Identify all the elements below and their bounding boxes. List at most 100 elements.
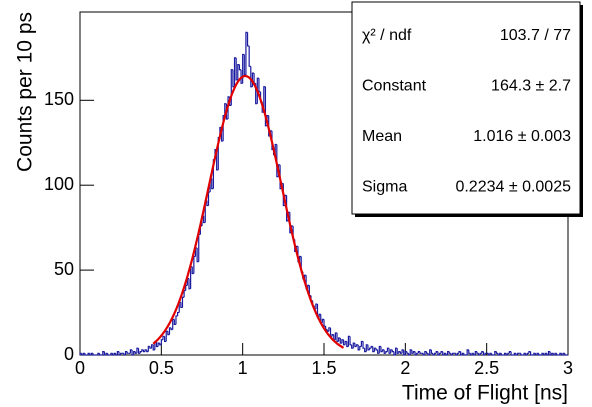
y-tick-label: 50 xyxy=(54,259,74,279)
histogram-bin xyxy=(170,327,173,331)
histogram-bin xyxy=(396,348,399,354)
histogram-bin xyxy=(246,32,250,47)
histogram-bin xyxy=(152,344,155,351)
histogram-bin xyxy=(495,351,499,354)
histogram-bin xyxy=(349,336,352,346)
histogram-bin xyxy=(238,64,242,71)
y-tick-label: 0 xyxy=(64,344,74,364)
histogram-bin xyxy=(516,352,520,355)
histogram-bin xyxy=(155,341,159,348)
histogram-bin xyxy=(468,349,471,354)
histogram-bin xyxy=(377,349,380,354)
histogram-bin xyxy=(107,353,110,356)
histogram-bin xyxy=(139,351,142,354)
histogram-bin xyxy=(198,233,201,262)
histogram-bin xyxy=(520,353,523,356)
histogram-bin xyxy=(315,303,318,310)
histogram-bin xyxy=(173,319,176,326)
histogram-bin xyxy=(336,332,339,343)
stats-panel xyxy=(351,1,581,215)
stat-value: 164.3 ± 2.7 xyxy=(491,78,571,95)
histogram-bin xyxy=(237,64,240,80)
histogram-bin xyxy=(564,353,567,356)
histogram-bin xyxy=(451,352,455,355)
histogram-bin xyxy=(84,353,87,356)
histogram-bin xyxy=(224,103,227,116)
histogram-bin xyxy=(146,349,149,353)
histogram-bin xyxy=(372,346,375,353)
histogram-bin xyxy=(430,349,433,354)
x-tick-label: 2 xyxy=(400,358,410,378)
histogram-bin xyxy=(484,352,487,355)
histogram-bin xyxy=(354,343,357,348)
histogram-bin xyxy=(434,352,437,355)
histogram-bin xyxy=(385,351,388,354)
histogram-bin xyxy=(159,343,162,346)
histogram-bin xyxy=(193,255,196,274)
histogram-bin xyxy=(367,344,370,351)
histogram-bin xyxy=(416,352,419,355)
histogram-bin xyxy=(98,353,102,356)
fit-curve xyxy=(152,74,345,349)
histogram-bin xyxy=(419,351,422,354)
histogram-bin xyxy=(137,348,141,354)
histogram-bin xyxy=(368,347,372,350)
histogram-bin xyxy=(380,346,383,353)
histogram-bin xyxy=(411,349,414,354)
histogram-bin xyxy=(529,351,533,356)
histogram-bin xyxy=(463,353,466,356)
histogram-bin xyxy=(149,346,152,349)
histogram-bin xyxy=(339,338,342,344)
histogram-bin xyxy=(362,341,365,349)
histogram-bin xyxy=(235,57,238,81)
histogram-bin xyxy=(276,144,279,178)
histogram-bin xyxy=(207,191,211,206)
histogram-bin xyxy=(383,349,386,354)
stat-value: 1.016 ± 0.003 xyxy=(473,128,571,145)
y-axis-title: Counts per 10 ps xyxy=(14,12,37,172)
histogram-bin xyxy=(538,353,541,356)
stat-name: Sigma xyxy=(362,179,407,196)
histogram-bin xyxy=(233,57,237,87)
histogram-bin xyxy=(177,311,180,316)
histogram-bin xyxy=(253,73,256,84)
histogram-bin xyxy=(183,289,186,298)
histogram-bin xyxy=(307,284,310,289)
x-tick-label: 1 xyxy=(238,358,248,378)
histogram-bin xyxy=(357,344,360,351)
stat-value: 0.2234 ± 0.0025 xyxy=(455,179,571,196)
histogram-bin xyxy=(325,326,328,331)
histogram-bin xyxy=(248,45,251,67)
histogram-bin xyxy=(359,345,362,350)
stat-value: 103.7 / 77 xyxy=(500,27,571,44)
histogram-bin xyxy=(134,351,137,354)
histogram-bin xyxy=(258,78,261,93)
histogram-bin xyxy=(438,352,442,355)
stat-name: Mean xyxy=(362,128,402,145)
histogram-bin xyxy=(160,339,163,345)
histogram-bin xyxy=(556,353,559,356)
histogram-bin xyxy=(142,349,146,353)
histogram-bin xyxy=(196,248,199,263)
histogram-bin xyxy=(250,66,253,88)
stat-name: Constant xyxy=(362,78,427,95)
histogram-bin xyxy=(364,348,367,353)
histogram-bin xyxy=(399,351,403,354)
x-tick-label: 2.5 xyxy=(474,358,499,378)
y-tick-label: 150 xyxy=(44,89,74,109)
histogram-bin xyxy=(351,344,354,349)
histogram-bin xyxy=(388,348,391,354)
histogram-bin xyxy=(323,319,326,327)
histogram-bin xyxy=(92,353,95,356)
histogram-bin xyxy=(500,353,503,356)
histogram-bin xyxy=(425,351,429,354)
x-axis-title: Time of Flight [ns] xyxy=(402,382,568,405)
x-tick-label: 1.5 xyxy=(311,358,336,378)
histogram-bin xyxy=(342,339,346,346)
histogram-bin xyxy=(479,352,482,355)
histogram-bin xyxy=(448,351,451,354)
histogram-bin xyxy=(507,352,510,355)
x-tick-label: 3 xyxy=(563,358,573,378)
histogram-bin xyxy=(510,351,513,356)
histogram-bin xyxy=(185,284,188,291)
